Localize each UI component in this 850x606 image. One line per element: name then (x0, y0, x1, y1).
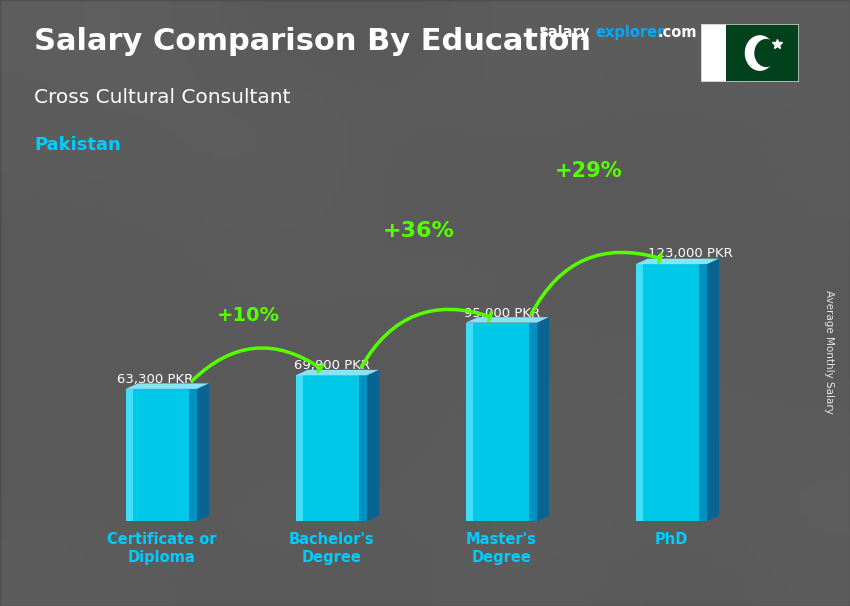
Bar (701, 24, 726, 82)
Circle shape (754, 39, 779, 67)
Text: 123,000 PKR: 123,000 PKR (648, 247, 733, 261)
Polygon shape (636, 259, 719, 264)
Text: explorer: explorer (595, 25, 665, 41)
Text: +36%: +36% (382, 221, 455, 241)
Text: 69,800 PKR: 69,800 PKR (294, 359, 370, 372)
Bar (699, 264, 707, 521)
Bar (529, 322, 537, 521)
Bar (296, 375, 303, 521)
Circle shape (745, 35, 775, 71)
Bar (126, 389, 197, 521)
Text: +29%: +29% (555, 161, 622, 181)
Text: Salary Comparison By Education: Salary Comparison By Education (34, 27, 591, 56)
Polygon shape (537, 317, 549, 521)
Text: Cross Cultural Consultant: Cross Cultural Consultant (34, 88, 291, 107)
Polygon shape (367, 370, 379, 521)
Text: +10%: +10% (218, 307, 280, 325)
Text: 95,000 PKR: 95,000 PKR (464, 307, 541, 319)
Bar (126, 389, 133, 521)
Bar (359, 375, 367, 521)
Polygon shape (296, 370, 379, 375)
Polygon shape (466, 317, 549, 322)
Text: Average Monthly Salary: Average Monthly Salary (824, 290, 834, 413)
Bar (466, 322, 473, 521)
Polygon shape (707, 259, 719, 521)
Text: 63,300 PKR: 63,300 PKR (117, 373, 194, 386)
Polygon shape (197, 384, 209, 521)
Bar (636, 264, 643, 521)
Text: .com: .com (657, 25, 696, 41)
Text: Pakistan: Pakistan (34, 136, 121, 155)
Polygon shape (126, 384, 209, 389)
Bar (636, 264, 707, 521)
Bar (296, 375, 367, 521)
Bar (189, 389, 197, 521)
Text: salary: salary (540, 25, 590, 41)
Bar (466, 322, 537, 521)
